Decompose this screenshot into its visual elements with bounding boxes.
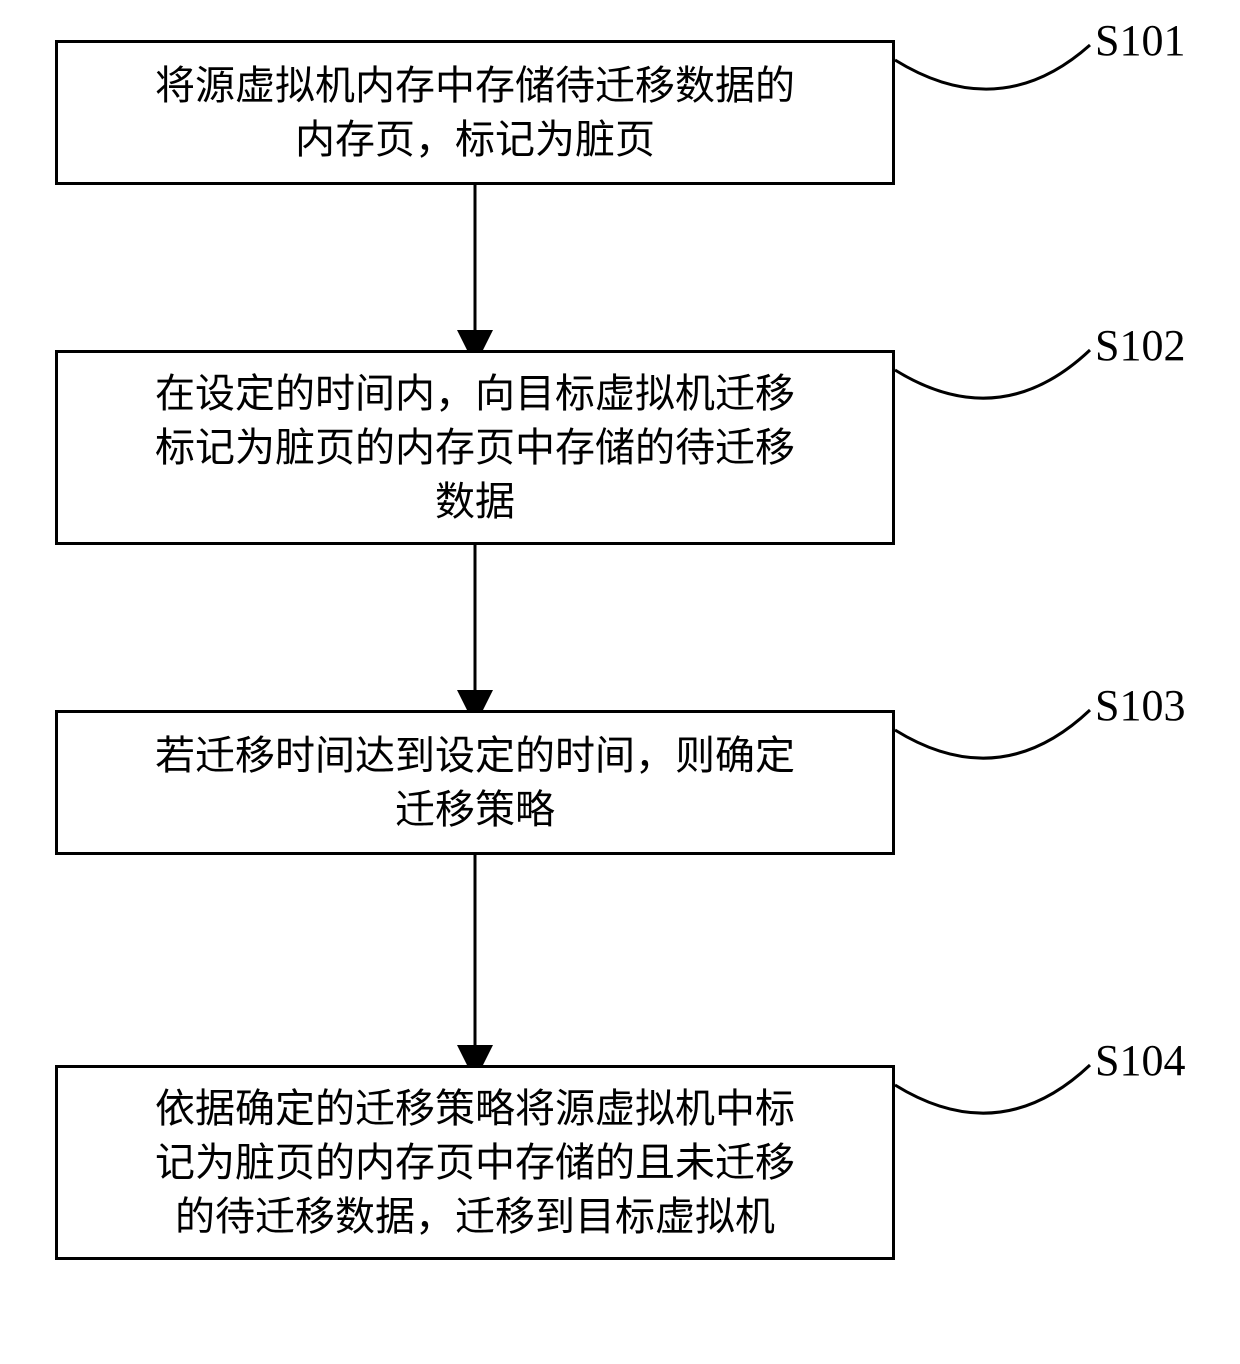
- step-label-l102: S102: [1095, 320, 1185, 371]
- flow-node-s103: 若迁移时间达到设定的时间，则确定 迁移策略: [55, 710, 895, 855]
- flow-node-text: 将源虚拟机内存中存储待迁移数据的 内存页，标记为脏页: [155, 59, 795, 167]
- callout-s101: [895, 45, 1090, 89]
- flow-node-s102: 在设定的时间内，向目标虚拟机迁移 标记为脏页的内存页中存储的待迁移 数据: [55, 350, 895, 545]
- callout-s102: [895, 350, 1090, 398]
- step-label-l104: S104: [1095, 1035, 1185, 1086]
- flow-node-s101: 将源虚拟机内存中存储待迁移数据的 内存页，标记为脏页: [55, 40, 895, 185]
- callout-s104: [895, 1065, 1090, 1113]
- flowchart-canvas: 将源虚拟机内存中存储待迁移数据的 内存页，标记为脏页在设定的时间内，向目标虚拟机…: [0, 0, 1240, 1364]
- step-label-l101: S101: [1095, 15, 1185, 66]
- callout-s103: [895, 710, 1090, 758]
- step-label-l103: S103: [1095, 680, 1185, 731]
- flow-node-s104: 依据确定的迁移策略将源虚拟机中标 记为脏页的内存页中存储的且未迁移 的待迁移数据…: [55, 1065, 895, 1260]
- flow-node-text: 在设定的时间内，向目标虚拟机迁移 标记为脏页的内存页中存储的待迁移 数据: [155, 367, 795, 529]
- flow-node-text: 若迁移时间达到设定的时间，则确定 迁移策略: [155, 729, 795, 837]
- flow-node-text: 依据确定的迁移策略将源虚拟机中标 记为脏页的内存页中存储的且未迁移 的待迁移数据…: [155, 1082, 795, 1244]
